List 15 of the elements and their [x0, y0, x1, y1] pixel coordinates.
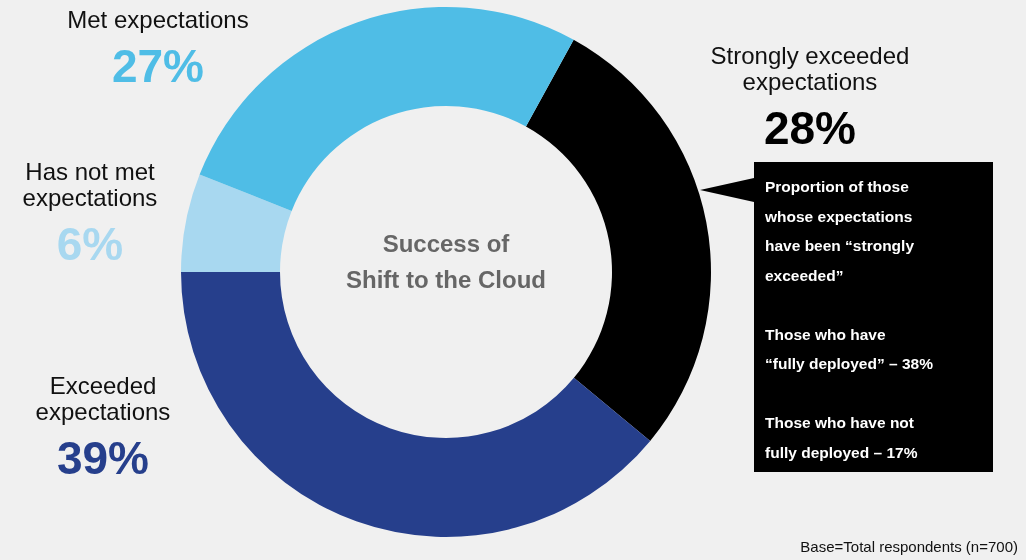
data-label: 6% — [56, 218, 124, 270]
data-label: 28% — [763, 102, 857, 154]
slice-label: Met expectations — [67, 6, 249, 33]
slice-label: Strongly exceeded expectations — [710, 42, 910, 95]
text: Base=Total respondents (n=700) — [800, 538, 1018, 555]
text: Success of Shift to the Cloud — [346, 230, 546, 293]
text: Proportion of those whose expectations have been “strongly exceeded” — [764, 178, 915, 284]
data-label: 39% — [56, 432, 150, 484]
text: Those who have “fully deployed” – 38% — [765, 325, 934, 372]
slice-label: Exceeded expectations — [35, 372, 171, 425]
donut-slice — [181, 174, 292, 272]
donut-slice — [181, 272, 651, 537]
data-label: 27% — [111, 40, 205, 92]
slice-label: Has not met expectations — [22, 158, 158, 211]
text: Those who have not fully deployed – 17% — [765, 414, 918, 461]
